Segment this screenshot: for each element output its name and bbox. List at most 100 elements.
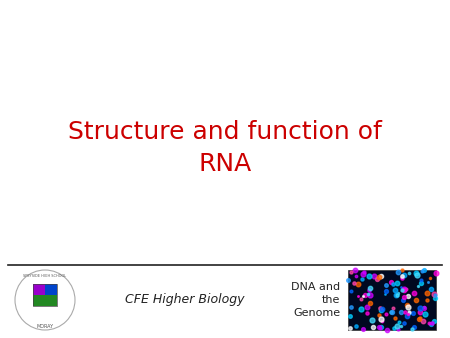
Point [395,326,402,332]
Text: CFE Higher Biology: CFE Higher Biology [125,293,245,307]
Text: MORAY: MORAY [36,323,54,329]
Point [390,325,397,330]
Point [394,290,401,296]
Point [364,305,371,310]
Text: DNA and
the
Genome: DNA and the Genome [291,282,340,318]
Point [367,285,374,290]
Point [366,273,373,278]
Point [354,294,361,299]
Point [357,306,364,312]
Point [378,273,385,278]
Point [353,324,360,329]
Point [369,324,376,330]
Point [360,293,367,299]
Point [430,318,437,324]
Point [405,271,412,276]
Point [412,297,419,302]
Point [419,319,426,324]
Point [358,277,365,282]
Point [378,324,385,330]
Point [422,311,429,317]
Point [360,326,367,332]
Point [392,287,399,292]
Point [347,288,355,293]
FancyBboxPatch shape [348,270,436,330]
Point [364,310,371,315]
Point [424,279,431,285]
Point [420,305,427,310]
Point [427,321,434,327]
Point [393,280,400,286]
Point [426,320,433,325]
Point [405,294,412,299]
Point [394,269,401,274]
Point [404,313,411,318]
FancyBboxPatch shape [45,295,57,306]
Point [375,274,382,280]
Point [427,275,434,281]
Point [397,309,404,314]
Point [420,268,427,273]
Text: SPEYSIDE HIGH SCHOOL: SPEYSIDE HIGH SCHOOL [23,274,67,278]
Point [345,277,352,282]
Point [421,306,428,311]
FancyBboxPatch shape [45,284,57,295]
Point [351,280,358,285]
Point [378,306,386,311]
Point [360,271,367,276]
Point [361,270,368,275]
Point [403,302,410,308]
Point [411,290,418,295]
Point [351,268,359,273]
Point [408,326,415,331]
Point [377,305,384,311]
Point [404,312,411,317]
Point [401,309,409,315]
Point [400,286,408,292]
Point [376,325,383,331]
Point [366,292,373,297]
Point [410,324,418,330]
Point [374,276,381,282]
Point [416,316,423,321]
Point [406,310,413,315]
Point [418,280,425,286]
Point [412,270,419,275]
Point [388,309,395,314]
Point [361,292,369,297]
Point [398,276,405,281]
Point [400,294,407,299]
Point [368,317,375,322]
Point [393,323,400,329]
Point [396,319,403,325]
Point [392,316,399,321]
Point [384,327,391,332]
Text: Structure and function of
RNA: Structure and function of RNA [68,120,382,176]
Point [354,281,361,286]
Point [428,320,435,326]
Point [365,287,373,292]
Point [376,313,383,318]
Point [378,318,386,324]
Point [382,288,390,294]
Point [405,310,413,315]
Point [401,272,408,278]
Point [431,295,438,301]
Point [400,288,407,293]
Point [370,274,378,279]
Point [399,273,406,279]
Point [347,269,354,275]
Point [432,271,439,276]
Point [389,306,396,311]
Point [405,304,412,310]
Point [432,292,439,297]
Point [430,291,437,296]
Point [418,278,425,283]
Point [423,291,430,296]
Point [390,281,397,287]
Point [414,284,422,289]
FancyBboxPatch shape [33,284,45,295]
Point [382,283,390,288]
Point [388,279,395,284]
Point [366,300,373,306]
